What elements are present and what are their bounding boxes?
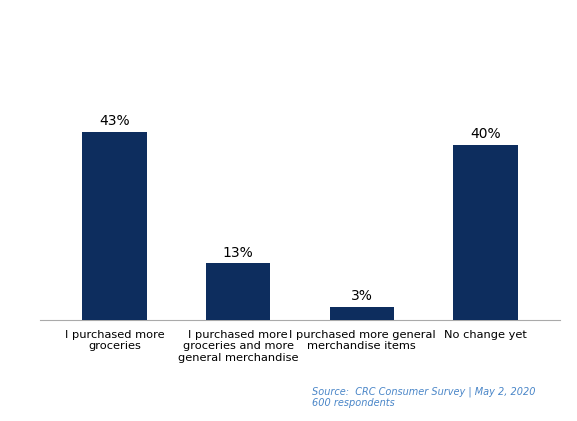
- Bar: [83, 132, 147, 320]
- Text: 3%: 3%: [351, 289, 373, 303]
- Bar: [454, 145, 518, 320]
- Text: How has the stimulus check changed your
shopping behavior?: How has the stimulus check changed your …: [65, 27, 512, 72]
- Bar: [206, 263, 271, 320]
- Text: 13%: 13%: [223, 245, 254, 259]
- Text: 40%: 40%: [470, 127, 501, 141]
- Bar: [329, 307, 394, 320]
- Text: Source:  CRC Consumer Survey | May 2, 2020
600 respondents: Source: CRC Consumer Survey | May 2, 202…: [312, 386, 535, 408]
- Text: 43%: 43%: [99, 114, 130, 128]
